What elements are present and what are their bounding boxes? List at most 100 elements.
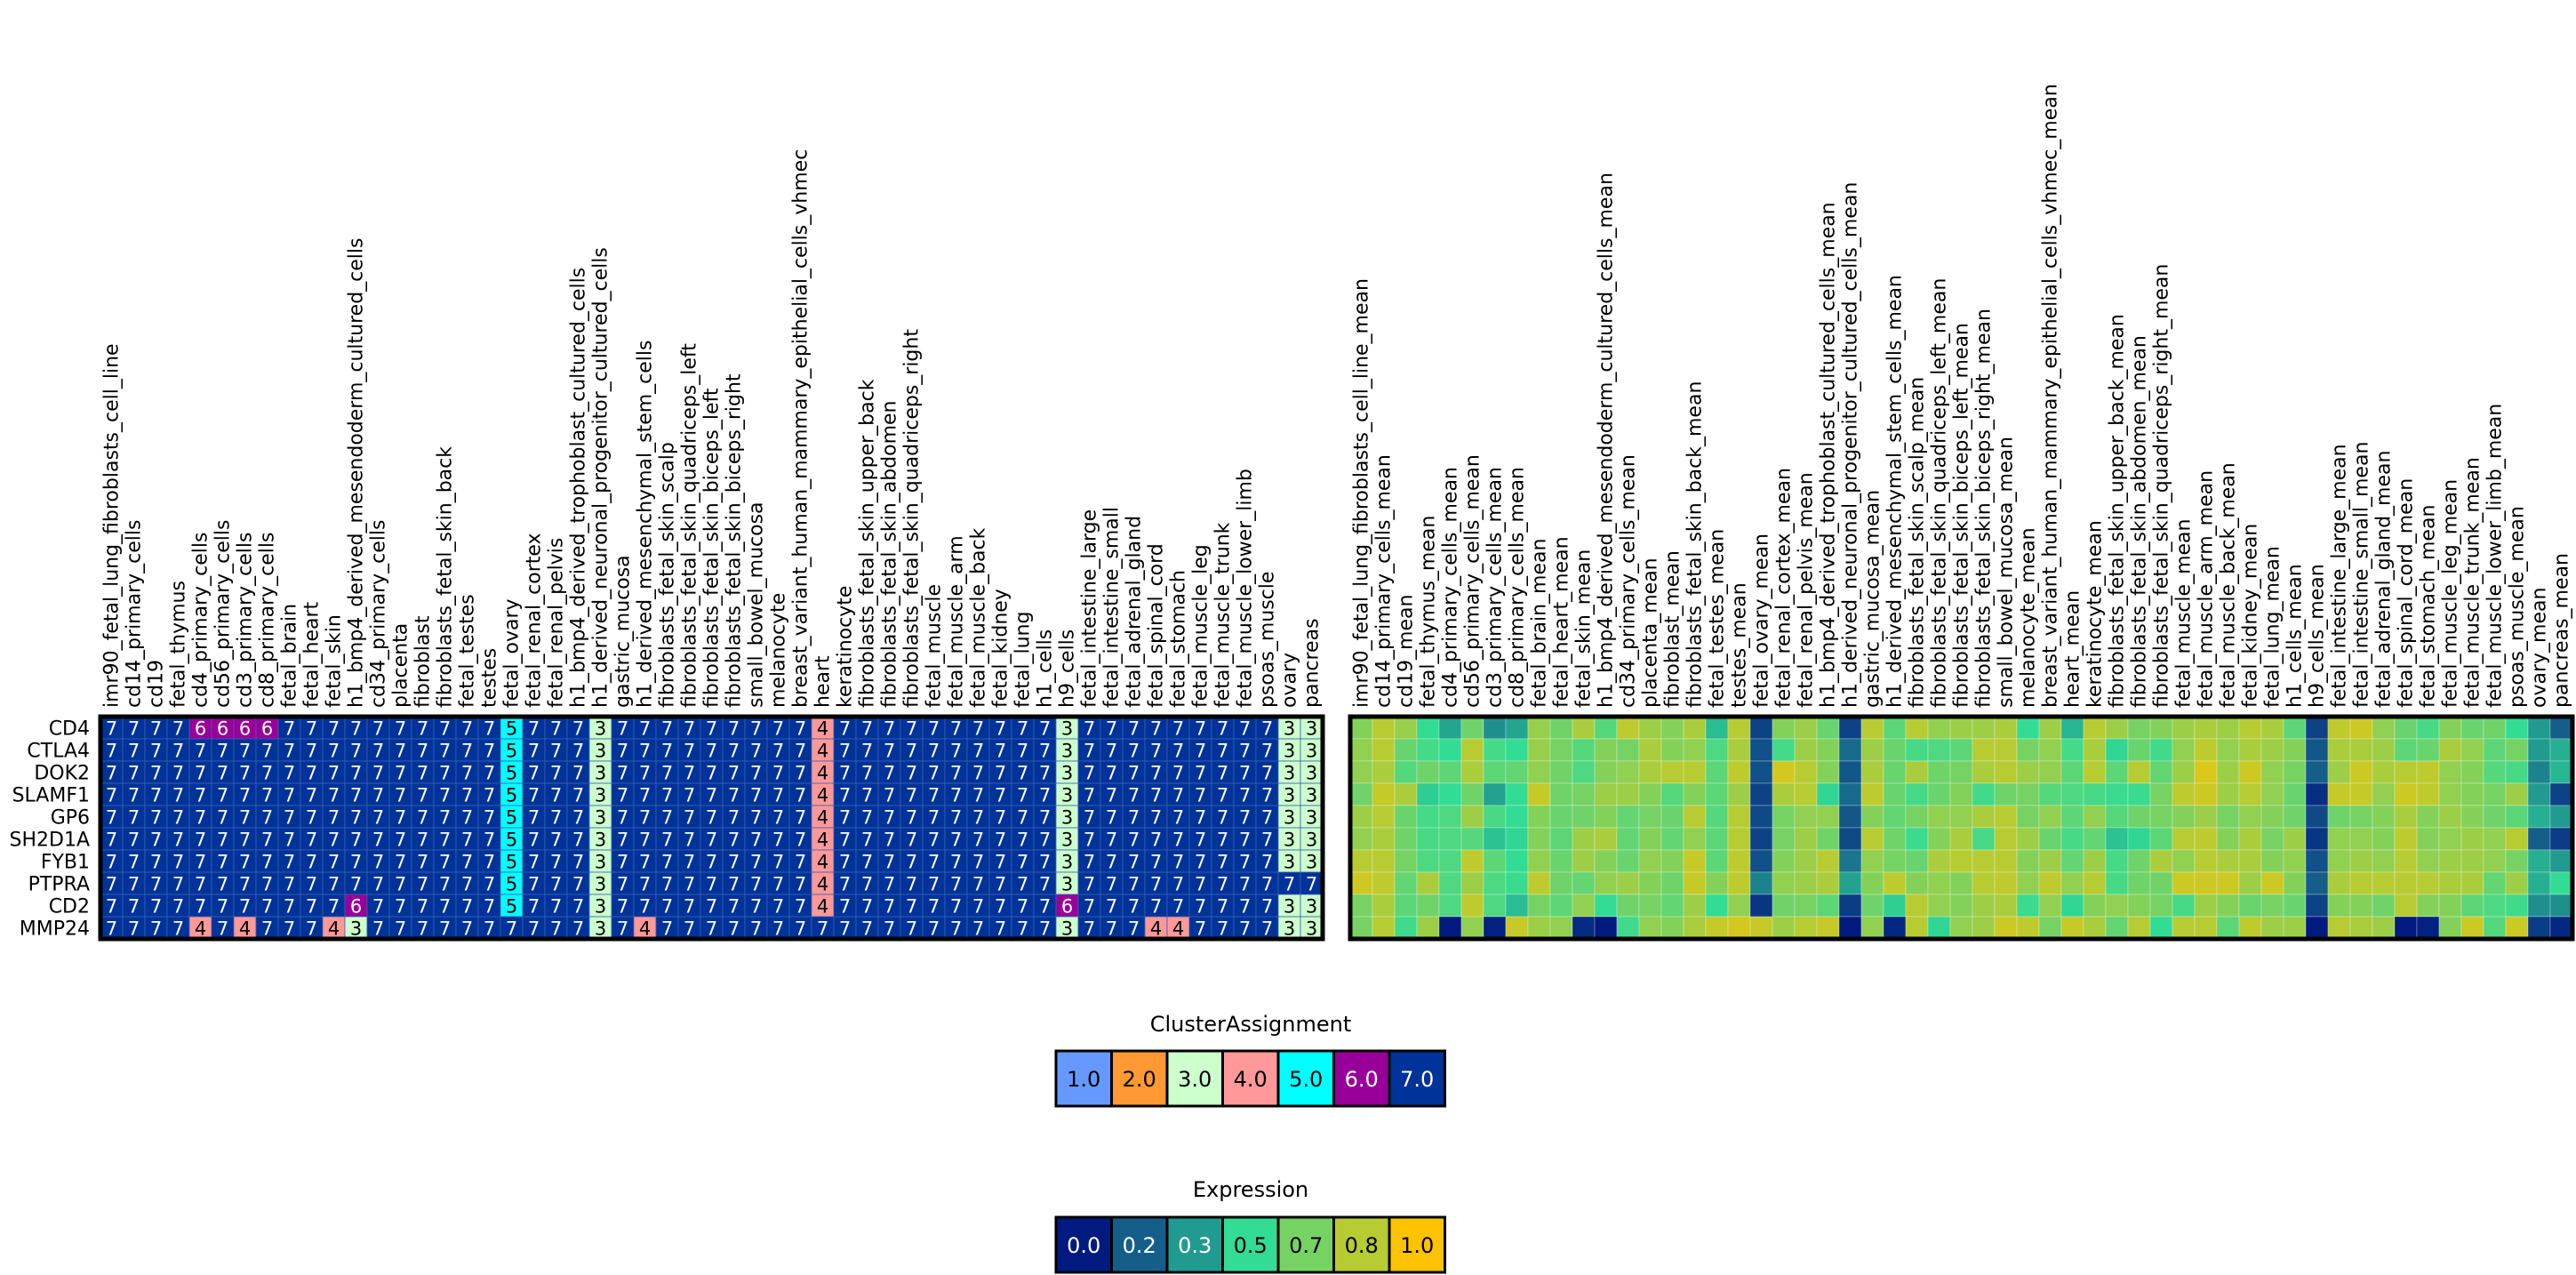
cluster-cell-label: 7: [906, 896, 917, 918]
cluster-cell-label: 7: [639, 896, 651, 918]
expression-cell: [2038, 827, 2062, 851]
cluster-cell-label: 7: [995, 807, 1006, 829]
expression-cell: [2527, 871, 2551, 895]
expression-cell: [1638, 827, 1662, 851]
cluster-cell: [322, 894, 346, 918]
expression-cell: [1438, 782, 1462, 806]
cluster-cell-label: 7: [1017, 763, 1028, 784]
row-label: FYB1: [41, 852, 90, 874]
cluster-cell: [766, 782, 790, 806]
cluster-cell-label: 7: [1128, 830, 1140, 851]
cluster-cell-label: 7: [839, 785, 851, 806]
cluster-legend-swatch: [1276, 1049, 1335, 1108]
expression-cell: [1949, 871, 1973, 895]
expression-cell: [1572, 894, 1596, 918]
expression-cell: [2483, 849, 2507, 873]
cluster-cell-label: 7: [550, 763, 562, 784]
cluster-cell-label: 7: [950, 763, 962, 784]
expression-cell: [2283, 738, 2307, 762]
expression-cell: [1505, 805, 1529, 829]
cluster-cell-label: 7: [639, 807, 651, 829]
cluster-cell-label: 7: [572, 896, 584, 918]
cluster-cell: [233, 805, 257, 829]
cluster-cell-label: 7: [706, 830, 717, 851]
cluster-cell: [1077, 805, 1101, 829]
cluster-cell-label: 6: [1061, 896, 1073, 918]
expression-cell: [1460, 738, 1484, 762]
cluster-cell-label: 7: [706, 763, 717, 784]
expression-legend-label: 0.0: [1067, 1233, 1100, 1258]
expression-column-label: cd34_primary_cells_mean: [1618, 454, 1640, 708]
cluster-cell-label: 7: [928, 785, 940, 806]
cluster-cell: [211, 916, 235, 940]
expression-cell: [1549, 805, 1573, 829]
expression-cell: [1549, 738, 1573, 762]
expression-cell: [2460, 738, 2484, 762]
expression-cell: [2238, 916, 2262, 940]
expression-cell: [2260, 805, 2284, 829]
cluster-cell-label: 7: [172, 741, 184, 762]
cluster-cell-label: 7: [172, 896, 184, 918]
cluster-cell-label: 7: [350, 852, 362, 873]
expression-cell: [1972, 805, 1996, 829]
cluster-legend-swatch: [1388, 1049, 1446, 1108]
cluster-cell-label: 7: [928, 763, 940, 784]
cluster-column-label: cd3_primary_cells: [235, 533, 257, 708]
cluster-cell-label: 7: [1084, 896, 1095, 918]
cluster-cell: [433, 760, 457, 784]
cluster-cell-label: 7: [217, 874, 228, 895]
cluster-cell: [388, 738, 412, 762]
expression-cell: [1705, 805, 1729, 829]
expression-cell: [1638, 716, 1662, 740]
cluster-cell: [1011, 782, 1035, 806]
cluster-cell-label: 7: [928, 807, 940, 829]
expression-cell: [1683, 894, 1707, 918]
cluster-cell-label: 7: [350, 785, 362, 806]
cluster-cell-label: 7: [928, 918, 940, 940]
cluster-cell: [900, 827, 924, 851]
cluster-cell-label: 7: [884, 874, 895, 895]
cluster-cell-label: 7: [839, 874, 851, 895]
cluster-column-label: fetal_kidney: [990, 589, 1012, 708]
cluster-cell-label: 7: [1106, 807, 1117, 829]
cluster-cell-label: 3: [1061, 741, 1073, 762]
cluster-cell: [1300, 738, 1324, 762]
cluster-cell-label: 7: [150, 852, 162, 873]
cluster-cell-label: 7: [1261, 763, 1273, 784]
cluster-cell-label: 7: [617, 896, 628, 918]
expression-cell: [1772, 760, 1796, 784]
cluster-cell: [1166, 782, 1190, 806]
expression-cell: [2216, 827, 2240, 851]
expression-cell: [2327, 849, 2351, 873]
cluster-cell-label: 7: [795, 718, 806, 740]
expression-cell: [2016, 716, 2040, 740]
expression-cell: [2416, 849, 2440, 873]
expression-legend-label: 0.7: [1289, 1233, 1323, 1258]
row-label: CTLA4: [27, 741, 90, 763]
expression-cell: [1394, 894, 1418, 918]
expression-cell: [2283, 871, 2307, 895]
expression-cell: [2527, 894, 2551, 918]
expression-cell: [2505, 716, 2529, 740]
cluster-cell-label: 7: [839, 763, 851, 784]
expression-cell: [2083, 894, 2107, 918]
row-label: PTPRA: [28, 874, 90, 896]
expression-column-label: placenta_mean: [1640, 557, 1662, 708]
expression-cell: [1860, 782, 1884, 806]
cluster-cell-label: 7: [128, 785, 140, 806]
expression-cell: [1972, 894, 1996, 918]
cluster-legend-label: 4.0: [1234, 1067, 1268, 1092]
cluster-cell-label: 7: [995, 918, 1006, 940]
cluster-cell-label: 7: [306, 918, 317, 940]
cluster-cell: [722, 916, 746, 940]
cluster-cell-label: 7: [928, 852, 940, 873]
expression-cell: [2038, 894, 2062, 918]
expression-cell: [1794, 716, 1818, 740]
expression-cell: [2438, 894, 2462, 918]
cluster-cell-label: 4: [817, 741, 828, 762]
cluster-cell-label: 6: [195, 718, 206, 740]
cluster-column-label: fetal_muscle: [924, 584, 946, 708]
expression-cell: [1349, 894, 1373, 918]
expression-column-label: cd56_primary_cells_mean: [1462, 454, 1484, 708]
expression-cell: [1772, 738, 1796, 762]
